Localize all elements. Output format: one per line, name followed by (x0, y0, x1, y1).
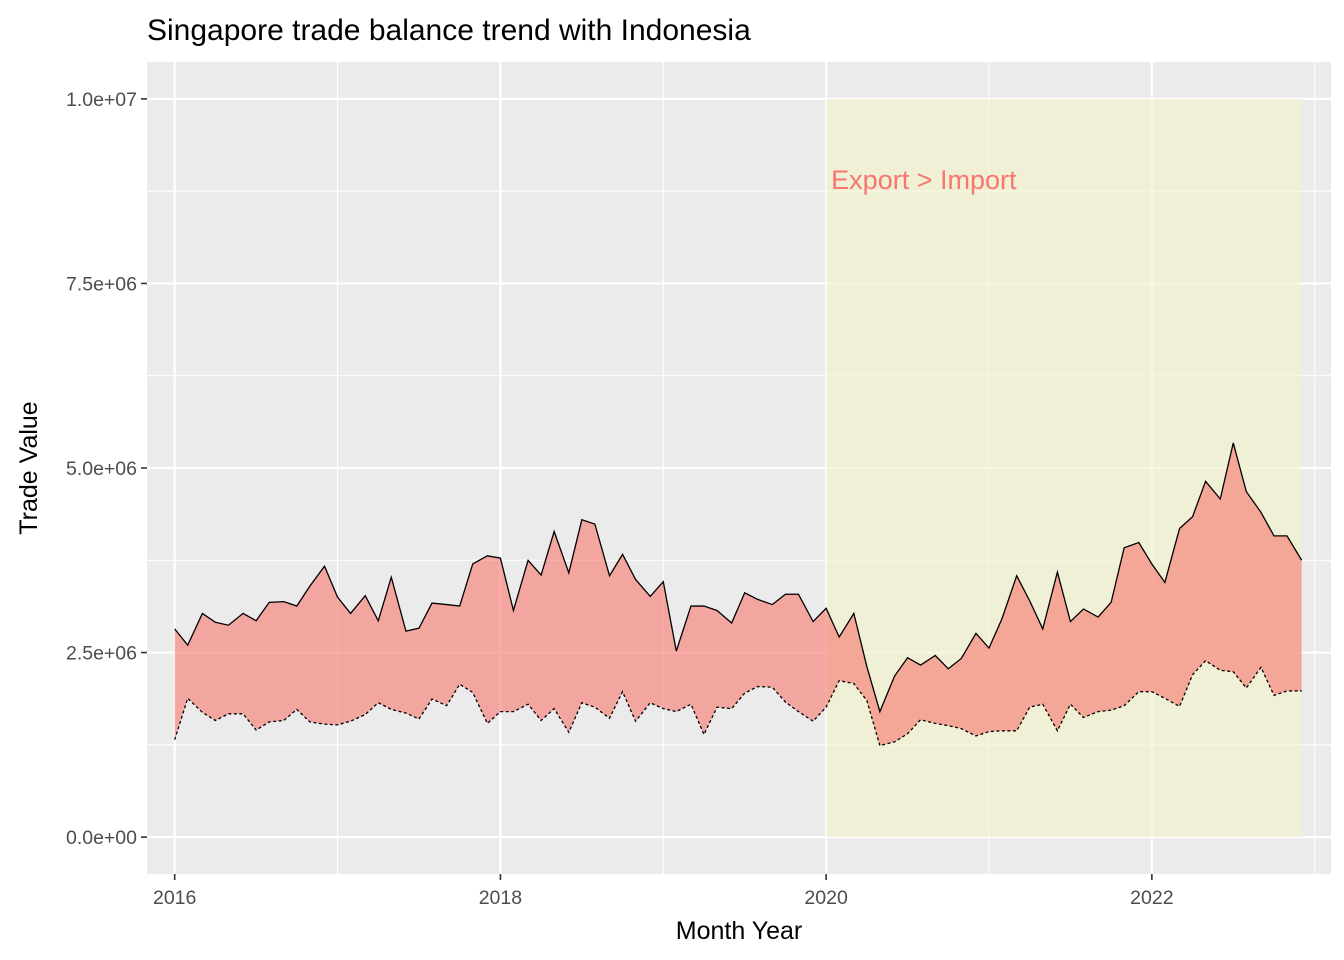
chart-title: Singapore trade balance trend with Indon… (147, 14, 751, 47)
y-tick-label: 2.5e+06 (66, 643, 137, 665)
import-line (174, 659, 1302, 747)
y-tick-label: 0.0e+00 (66, 827, 137, 849)
trade-balance-ribbon (174, 442, 1302, 746)
export-line (174, 442, 1303, 714)
annotation-layer: Export > Import (831, 165, 1017, 195)
y-axis: 0.0e+00 2.5e+06 5.0e+06 7.5e+06 1.0e+07 (66, 89, 147, 849)
x-tick-label: 2020 (804, 887, 848, 909)
x-axis: 2016 2018 2020 2022 (153, 874, 1174, 909)
y-tick-label: 5.0e+06 (66, 458, 137, 480)
x-tick-label: 2018 (479, 887, 522, 909)
y-tick-label: 7.5e+06 (66, 273, 137, 295)
x-axis-title: Month Year (676, 917, 803, 945)
y-tick-label: 1.0e+07 (66, 89, 137, 111)
x-tick-label: 2016 (153, 887, 196, 909)
annotation-label: Export > Import (831, 165, 1017, 195)
y-axis-title: Trade Value (15, 401, 43, 534)
series-lines (174, 442, 1303, 747)
x-tick-label: 2022 (1130, 887, 1173, 909)
ribbon-layer (174, 442, 1302, 746)
